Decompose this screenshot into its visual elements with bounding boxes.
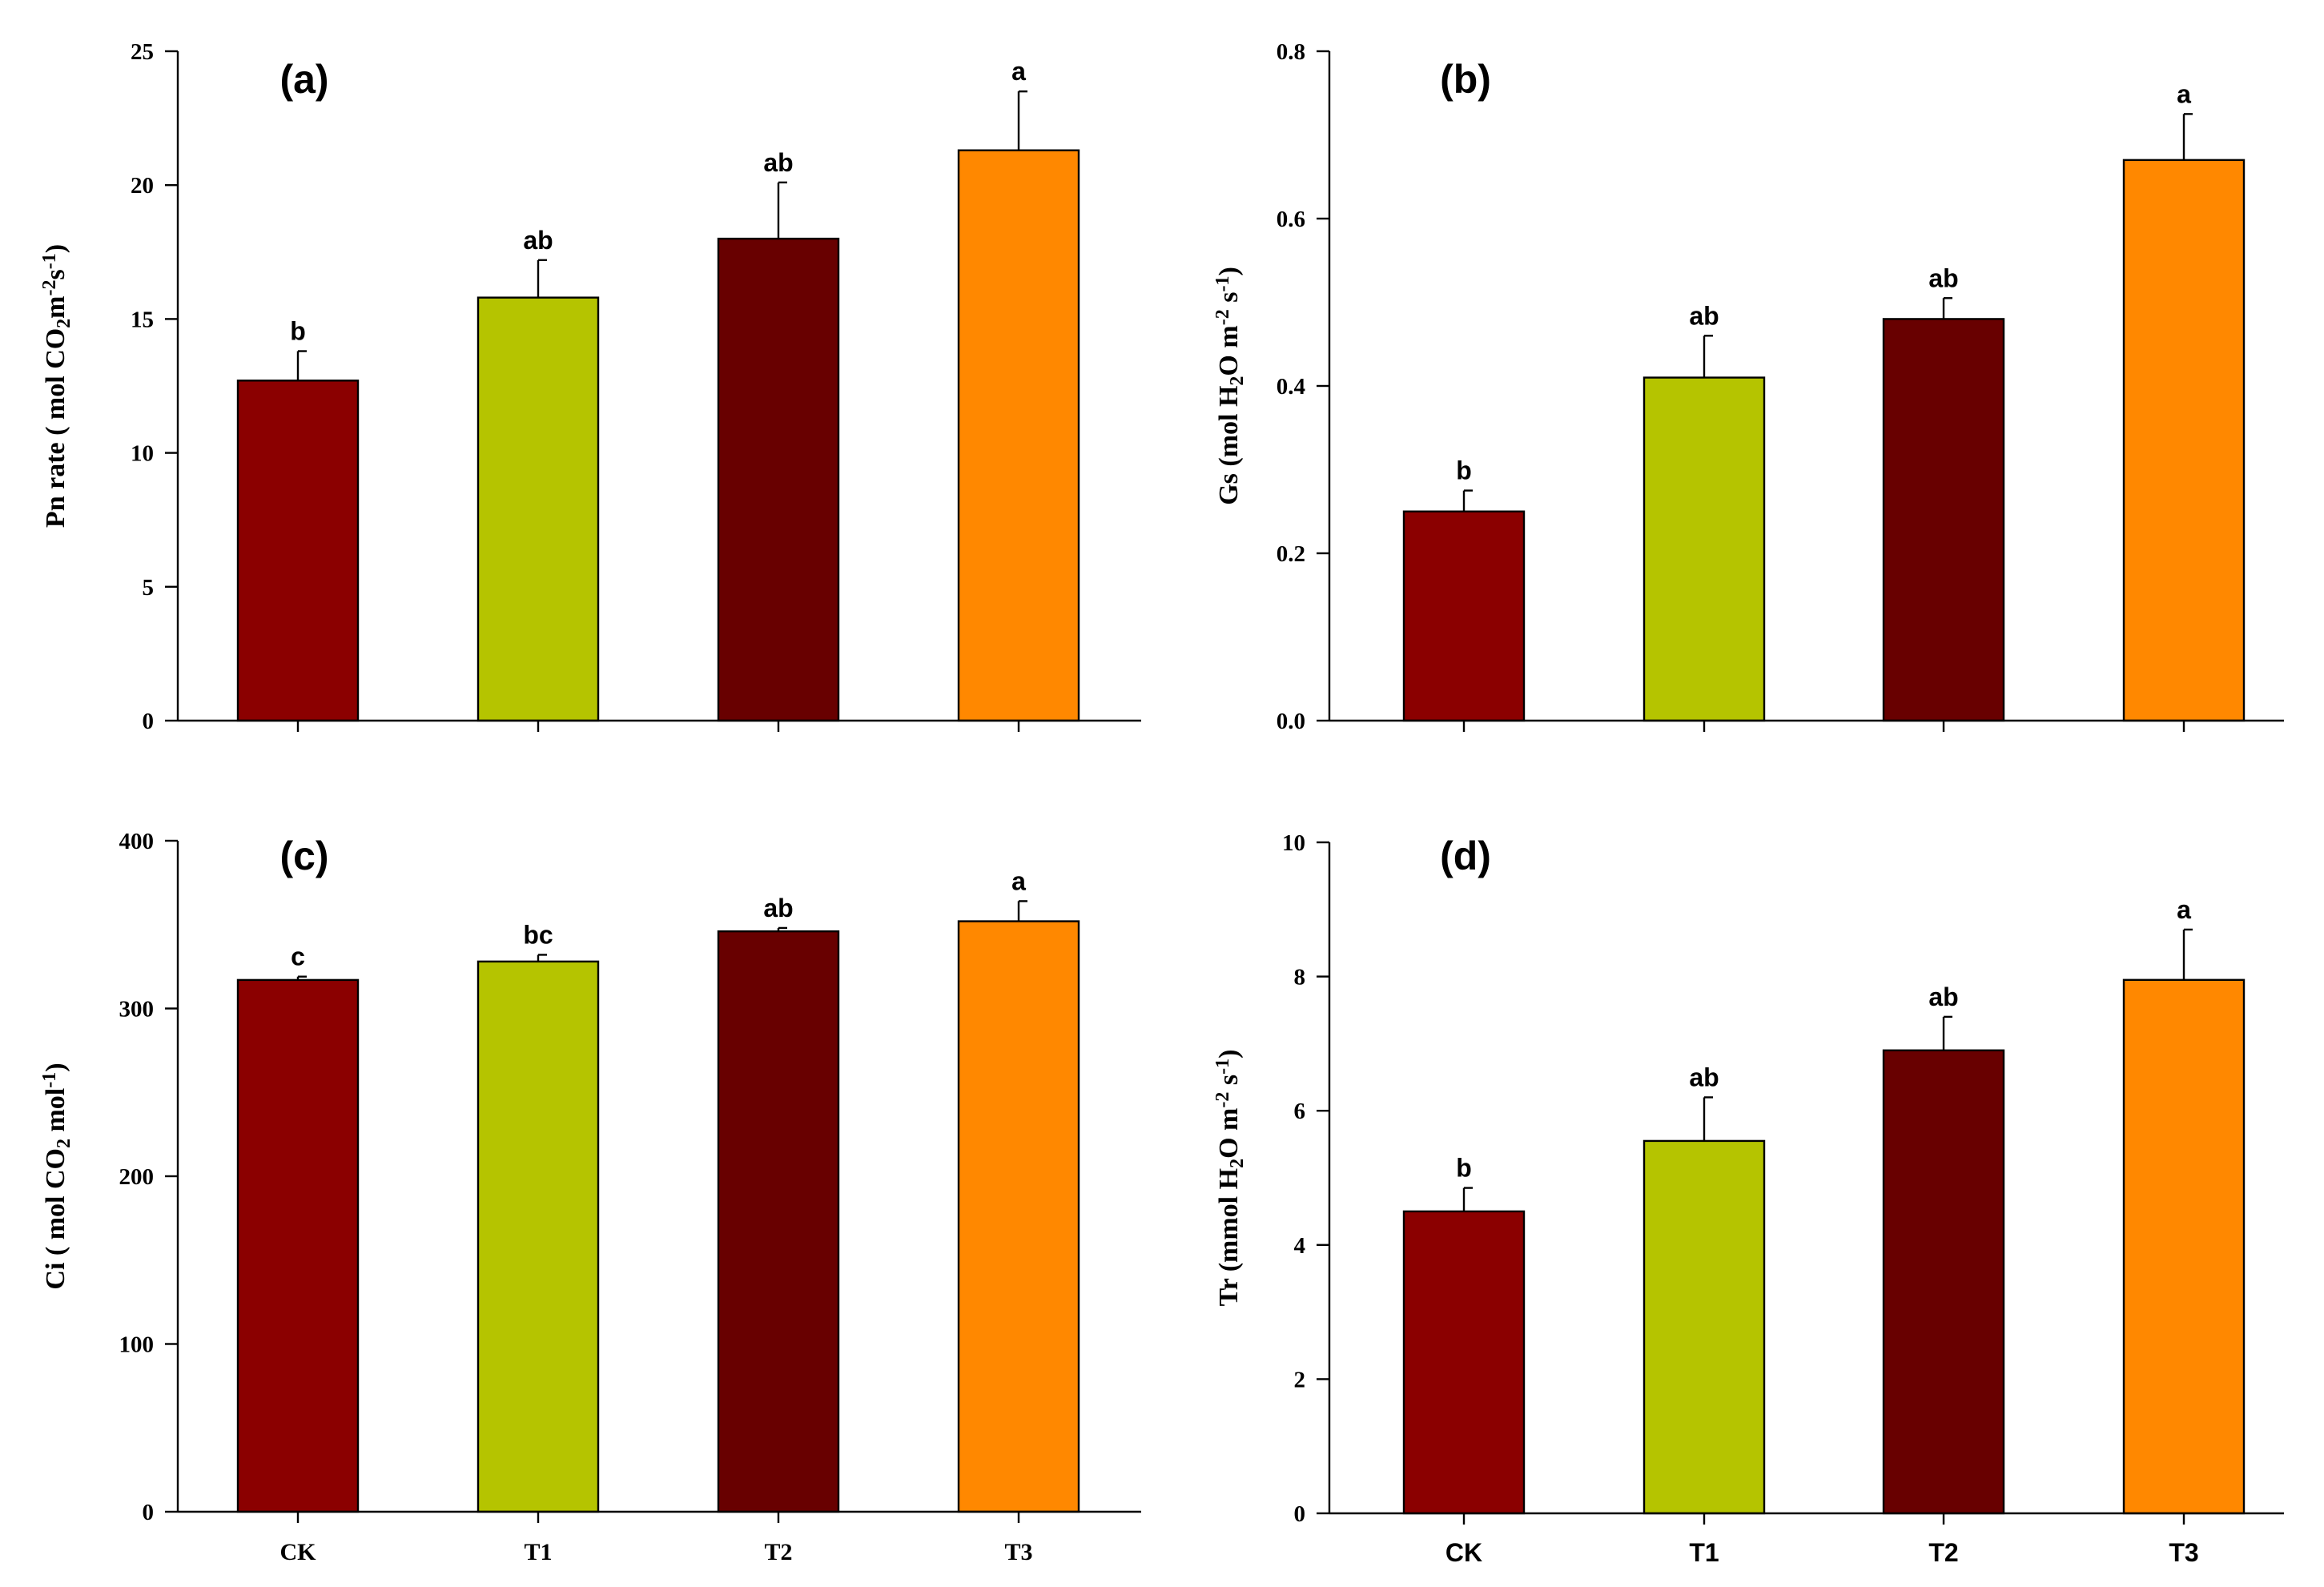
y-tick-label: 0.0 bbox=[1277, 709, 1305, 734]
error-bar-t1 bbox=[537, 954, 547, 962]
y-tick-label: 0.6 bbox=[1277, 207, 1305, 232]
x-tick-label-t3: T3 bbox=[2169, 1538, 2198, 1567]
y-tick-label: 15 bbox=[131, 307, 154, 332]
significance-letter-ck: c bbox=[291, 942, 305, 971]
significance-letter-t1: ab bbox=[1689, 1063, 1719, 1091]
panel-d: b CK ab T1 ab T2 a T3 0 2 4 6 8 10 (d) Tr (mmol H2O m-2… bbox=[1212, 830, 2284, 1567]
y-tick-label: 0.2 bbox=[1277, 541, 1305, 567]
panel-a: b ab ab a 0 5 10 15 20 25 (a) Pn rate ( mol CO2m-2s… bbox=[39, 39, 1141, 734]
error-bar-t3 bbox=[2182, 113, 2193, 160]
bar-t1 bbox=[1642, 1139, 1766, 1515]
panel-label: (d) bbox=[1440, 834, 1491, 878]
y-tick-label: 0.4 bbox=[1277, 374, 1305, 400]
error-bar-ck bbox=[296, 975, 307, 980]
x-tick-label-t2: T2 bbox=[764, 1539, 792, 1565]
significance-letter-t2: ab bbox=[1928, 982, 1958, 1011]
panel-label: (c) bbox=[279, 834, 328, 878]
y-tick-label: 10 bbox=[1282, 830, 1305, 856]
x-tick-label-t2: T2 bbox=[1928, 1538, 1958, 1567]
y-tick-label: 100 bbox=[119, 1332, 155, 1358]
significance-letter-t3: a bbox=[1011, 57, 1026, 86]
x-tick-label-ck: CK bbox=[1445, 1538, 1482, 1567]
y-tick-label: 20 bbox=[131, 173, 154, 199]
bar-t2 bbox=[1882, 318, 2005, 722]
y-tick-label: 0 bbox=[143, 709, 155, 734]
panel-b: b ab ab a 0.0 0.2 0.4 0.6 0.8 (b) Gs (mol H2O m-2 … bbox=[1212, 39, 2284, 734]
significance-letter-ck: b bbox=[290, 317, 306, 346]
error-bar-t3 bbox=[1017, 900, 1027, 922]
y-tick-label: 6 bbox=[1294, 1099, 1306, 1124]
error-bar-ck bbox=[296, 350, 307, 381]
bar-ck bbox=[236, 978, 360, 1513]
y-tick-label: 8 bbox=[1294, 965, 1306, 990]
error-bar-t2 bbox=[1942, 297, 1952, 319]
error-bar-ck bbox=[1462, 489, 1473, 512]
y-tick-label: 2 bbox=[1294, 1367, 1306, 1392]
bar-t3 bbox=[957, 920, 1080, 1513]
error-bar-t3 bbox=[1017, 90, 1027, 151]
y-axis-label: Pn rate ( mol CO2m-2s-1) bbox=[39, 244, 74, 528]
y-tick-label: 10 bbox=[131, 441, 154, 467]
bar-t2 bbox=[717, 930, 840, 1513]
error-bar-ck bbox=[1462, 1187, 1473, 1211]
y-tick-label: 25 bbox=[131, 39, 154, 65]
error-bar-t2 bbox=[1942, 1015, 1952, 1051]
bar-t2 bbox=[717, 237, 840, 722]
x-tick-label-t1: T1 bbox=[1689, 1538, 1719, 1567]
y-tick-label: 0 bbox=[143, 1500, 155, 1525]
bar-ck bbox=[1402, 510, 1526, 722]
bar-t3 bbox=[2122, 978, 2246, 1515]
y-tick-label: 200 bbox=[119, 1164, 155, 1190]
bar-ck bbox=[236, 380, 360, 722]
significance-letter-ck: b bbox=[1456, 456, 1472, 485]
panel-label: (a) bbox=[279, 57, 328, 102]
error-bar-t3 bbox=[2182, 928, 2193, 980]
x-tick-label-t1: T1 bbox=[524, 1539, 552, 1565]
y-tick-label: 300 bbox=[119, 997, 155, 1023]
error-bar-t1 bbox=[1703, 1096, 1713, 1141]
significance-letter-t1: bc bbox=[523, 920, 553, 949]
y-tick-label: 5 bbox=[143, 575, 155, 601]
y-tick-label: 400 bbox=[119, 829, 155, 854]
y-tick-label: 0.8 bbox=[1277, 39, 1305, 65]
panel-c: c CK bc T1 ab T2 a T3 0 100 200 300 400 (c) Ci ( mol C… bbox=[39, 829, 1141, 1565]
y-tick-label: 4 bbox=[1294, 1233, 1306, 1259]
y-axis-label: Ci ( mol CO2 mol-1) bbox=[39, 1063, 74, 1289]
x-tick-label-ck: CK bbox=[280, 1539, 317, 1565]
bar-t1 bbox=[476, 960, 600, 1513]
error-bar-t1 bbox=[537, 259, 547, 298]
significance-letter-t1: ab bbox=[523, 226, 553, 255]
error-bar-t2 bbox=[777, 181, 787, 239]
bar-t1 bbox=[1642, 376, 1766, 722]
significance-letter-t2: ab bbox=[763, 894, 793, 922]
error-bar-t1 bbox=[1703, 335, 1713, 378]
bar-t2 bbox=[1882, 1049, 2005, 1515]
significance-letter-t1: ab bbox=[1689, 301, 1719, 330]
panel-label: (b) bbox=[1440, 57, 1491, 102]
y-axis-label: Gs (mol H2O m-2 s-1) bbox=[1212, 267, 1248, 505]
significance-letter-ck: b bbox=[1456, 1154, 1472, 1183]
x-tick-label-t3: T3 bbox=[1004, 1539, 1032, 1565]
y-tick-label: 0 bbox=[1294, 1501, 1306, 1527]
y-axis-label: Tr (mmol H2O m-2 s-1) bbox=[1212, 1050, 1248, 1307]
error-bar-t2 bbox=[777, 926, 787, 932]
significance-letter-t3: a bbox=[1011, 866, 1026, 895]
bar-t3 bbox=[957, 149, 1080, 722]
bar-ck bbox=[1402, 1210, 1526, 1515]
significance-letter-t3: a bbox=[2177, 895, 2191, 924]
significance-letter-t3: a bbox=[2177, 79, 2191, 108]
significance-letter-t2: ab bbox=[763, 148, 793, 177]
bar-t1 bbox=[476, 296, 600, 722]
bar-t3 bbox=[2122, 159, 2246, 722]
significance-letter-t2: ab bbox=[1928, 263, 1958, 292]
